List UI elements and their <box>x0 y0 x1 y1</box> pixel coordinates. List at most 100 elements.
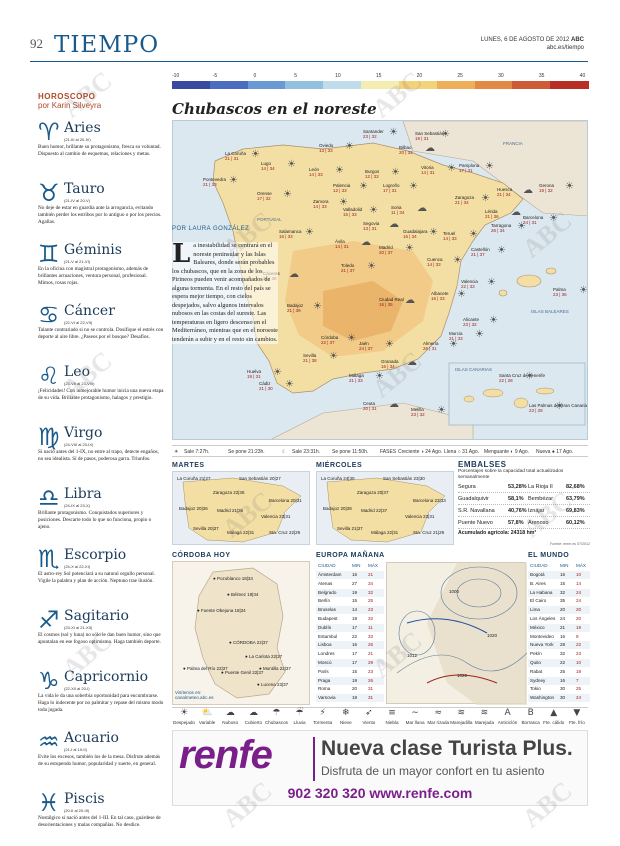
mini-city: Zaragoza 22|36 <box>213 490 245 495</box>
cloud-icon: ☁ <box>405 295 415 306</box>
renfe-ad[interactable]: renfe Nueva clase Turista Plus. Disfruta… <box>172 730 588 806</box>
temp-cell: 24 <box>576 598 582 604</box>
map-city: Orense 17 | 32 <box>257 191 272 201</box>
city-name: Sevilla <box>303 353 317 358</box>
table-row: Berlín 15 25 <box>316 597 384 605</box>
hottest-zone <box>323 281 403 341</box>
europe-isobars <box>396 563 527 705</box>
sign-list: ♈ Aries (21-III al 20-IV) Buen humor, brill… <box>38 120 164 846</box>
city-temps: 16 | 33 <box>431 296 445 301</box>
temp-cell: 15 <box>560 580 566 586</box>
mini-map-shape <box>326 477 446 543</box>
horoscope-column: HOROSCOPO por Karin Silveyra ♈ Aries (21-I… <box>38 92 164 846</box>
zodiac-icon: ♐ <box>38 606 60 634</box>
renfe-logo: renfe <box>179 733 273 777</box>
horoscope-byline: por Karin Silveyra <box>38 101 102 110</box>
legend-label: Nieve <box>339 720 352 725</box>
phase-llena: Llena ○ 31 Ago. <box>444 449 479 455</box>
city-cell: Ámsterdam <box>318 572 342 577</box>
table-row: Quito 22 10 <box>528 659 590 667</box>
map-city: León 14 | 33 <box>309 167 323 177</box>
cordoba-town: ● Fuente Obejuna 18|34 <box>197 608 246 613</box>
city-cell: Varsovia <box>318 695 336 701</box>
map-city: Pamplona 17 | 31 <box>459 163 479 173</box>
temp-cell: 10 <box>576 572 582 577</box>
temp-cell: 16 <box>352 642 358 648</box>
embalse-name: Arenoso <box>528 520 549 526</box>
scale-segment <box>247 81 287 89</box>
embalse-row: S.R. Navallana 40,76% Iznájar 69,83% <box>458 505 590 517</box>
city-name: Albacete <box>431 291 449 296</box>
sun-icon: ☀ <box>369 205 378 216</box>
legend-item: ▼ Fte. frío <box>562 708 592 725</box>
city-name: Pamplona <box>459 163 480 168</box>
zodiac-icon: ♍ <box>38 423 60 451</box>
city-cell: Tokio <box>530 686 541 692</box>
legend-item: ≋ Marejadilla <box>446 708 476 725</box>
city-temps: 24 | 37 <box>359 346 373 351</box>
city-temps: 21 | 37 <box>341 268 355 273</box>
scale-label: 25 <box>457 73 463 79</box>
temp-cell: 30 <box>560 695 566 701</box>
temp-cell: 29 <box>368 660 374 665</box>
city-name: Huesca <box>497 187 513 192</box>
legend-item: ☁ Cubierto <box>238 708 268 725</box>
temp-cell: 28 <box>560 642 566 648</box>
mini-city: Barcelona 23|33 <box>413 498 446 503</box>
sun-icon: ☀ <box>405 243 414 254</box>
city-temps: 12 | 33 <box>365 174 379 179</box>
legend-icon: ▼ <box>573 708 581 718</box>
city-name: León <box>309 167 320 172</box>
city-cell: El Cairo <box>530 598 547 604</box>
city-name: Lugo <box>261 161 272 166</box>
city-name: Palencia <box>333 183 351 188</box>
map-city: Las Palmas de Gran Canaria 23 | 28 <box>529 403 587 413</box>
embalse-row: Guadalquivir 58,1% Bembézar 63,79% <box>458 493 590 505</box>
horoscope-sign: ♒ Acuario (21-I al 19-II) Evite los excesos… <box>38 730 164 791</box>
temp-cell: 22 <box>560 660 566 665</box>
zodiac-icon: ♓ <box>38 789 60 817</box>
city-cell: Roma <box>318 686 331 692</box>
cordoba-town: ● Puente Genil 22|37 <box>221 670 264 675</box>
horoscope-sign: ♈ Aries (21-III al 20-IV) Buen humor, brill… <box>38 120 164 181</box>
legend-icon: A <box>504 708 511 718</box>
table-row: México 21 19 <box>528 623 590 632</box>
embalse-row: Segura 53,28% La Rioja II 82,68% <box>458 481 590 493</box>
temp-cell: 20 <box>576 616 582 621</box>
embalse-value: 69,83% <box>566 508 585 514</box>
city-name: Logroño <box>383 183 400 188</box>
map-city: Santa Cruz de Tenerife 22 | 28 <box>499 373 545 383</box>
sign-dates: (24-VIII al 23-IX) <box>64 442 94 447</box>
legend-item: ☔ Lluvia <box>285 708 315 725</box>
temp-cell: 22 <box>576 642 582 648</box>
sign-dates: (20-II al 20-III) <box>64 808 90 813</box>
mini-city: Barcelona 20|31 <box>269 498 302 503</box>
sign-name: Libra <box>64 486 102 502</box>
temp-cell: 31 <box>368 686 374 692</box>
city-temps: 23 | 32 <box>463 322 477 327</box>
sun-icon: ☀ <box>497 245 506 256</box>
mini-city: San Sebastián 20|27 <box>239 476 281 481</box>
legend-icon: ▲ <box>550 708 558 718</box>
legend-item: ≡ Niebla <box>377 708 407 725</box>
legend-icon: ☁ <box>248 708 258 718</box>
pressure-label: 1000 <box>449 589 460 594</box>
city-temps: 23 | 28 <box>529 408 543 413</box>
header-cell: CIUDAD <box>318 563 336 568</box>
sign-dates: (24-X al 22-XI) <box>64 564 91 569</box>
sun-icon: ☀ <box>335 165 344 176</box>
map-city: Albacete 16 | 33 <box>431 291 449 301</box>
city-cell: Sydney <box>530 677 546 683</box>
ad-phone[interactable]: 902 320 320 www.renfe.com <box>287 785 473 801</box>
header-rule <box>30 61 588 62</box>
table-row: B. Aires 15 14 <box>528 580 590 588</box>
zodiac-icon: ♊ <box>38 240 60 268</box>
sign-name: Aries <box>64 120 101 136</box>
canarias-box <box>448 362 586 426</box>
map-city: Alicante 23 | 32 <box>463 317 479 327</box>
legend-label: Cubierto <box>244 720 263 725</box>
temp-cell: 19 <box>576 624 582 630</box>
cloud-icon: ☁ <box>407 357 417 368</box>
horoscope-sign: ♊ Géminis (21-V al 21-VI) En la oficina con… <box>38 242 164 303</box>
city-cell: Quito <box>530 660 541 665</box>
